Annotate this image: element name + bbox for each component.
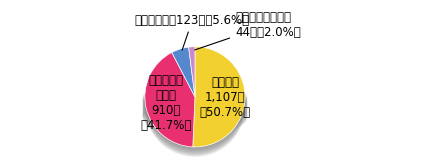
Wedge shape <box>189 57 195 107</box>
Wedge shape <box>145 60 195 154</box>
Wedge shape <box>172 57 195 107</box>
Wedge shape <box>145 58 195 153</box>
Wedge shape <box>145 53 195 148</box>
Wedge shape <box>172 56 195 106</box>
Wedge shape <box>145 57 195 151</box>
Wedge shape <box>193 54 245 154</box>
Text: 路上強盗
1,107件
（50.7%）: 路上強盗 1,107件 （50.7%） <box>200 76 251 119</box>
Wedge shape <box>189 53 195 104</box>
Ellipse shape <box>143 87 247 123</box>
Wedge shape <box>172 52 195 102</box>
Wedge shape <box>145 56 195 150</box>
Wedge shape <box>145 55 195 149</box>
Text: その他自動車強盗
44件（2.0%）: その他自動車強盗 44件（2.0%） <box>195 11 301 50</box>
Wedge shape <box>193 48 245 149</box>
Wedge shape <box>145 57 195 152</box>
Wedge shape <box>172 53 195 103</box>
Wedge shape <box>189 55 195 105</box>
Wedge shape <box>189 48 195 99</box>
Wedge shape <box>145 62 195 156</box>
Ellipse shape <box>143 91 247 127</box>
Wedge shape <box>189 53 195 103</box>
Wedge shape <box>193 52 245 152</box>
Wedge shape <box>172 51 195 101</box>
Wedge shape <box>145 54 195 149</box>
Ellipse shape <box>143 95 247 132</box>
Wedge shape <box>189 48 195 98</box>
Wedge shape <box>172 49 195 99</box>
Wedge shape <box>189 49 195 99</box>
Text: 非侵入強盗
その他
910件
（41.7%）: 非侵入強盗 その他 910件 （41.7%） <box>140 74 191 132</box>
Wedge shape <box>189 56 195 106</box>
Wedge shape <box>189 51 195 101</box>
Wedge shape <box>145 61 195 155</box>
Wedge shape <box>193 47 245 147</box>
Ellipse shape <box>143 94 247 130</box>
Ellipse shape <box>143 99 247 135</box>
Wedge shape <box>172 50 195 99</box>
Wedge shape <box>145 52 195 147</box>
Wedge shape <box>193 53 245 154</box>
Wedge shape <box>172 54 195 104</box>
Ellipse shape <box>143 84 247 120</box>
Wedge shape <box>189 50 195 100</box>
Wedge shape <box>172 47 195 97</box>
Wedge shape <box>172 48 195 98</box>
Wedge shape <box>193 49 245 149</box>
Wedge shape <box>189 47 195 97</box>
Ellipse shape <box>143 86 247 122</box>
Text: タクシー強盗123件（5.6%）: タクシー強盗123件（5.6%） <box>135 14 250 50</box>
Wedge shape <box>193 53 245 153</box>
Ellipse shape <box>143 89 247 125</box>
Wedge shape <box>193 48 245 148</box>
Wedge shape <box>145 59 195 154</box>
Wedge shape <box>172 55 195 104</box>
Wedge shape <box>193 50 245 150</box>
Wedge shape <box>172 50 195 100</box>
Wedge shape <box>193 56 245 156</box>
Wedge shape <box>189 52 195 102</box>
Ellipse shape <box>143 82 247 118</box>
Ellipse shape <box>143 97 247 133</box>
Wedge shape <box>189 54 195 104</box>
Wedge shape <box>193 51 245 151</box>
Wedge shape <box>172 55 195 105</box>
Wedge shape <box>193 55 245 155</box>
Ellipse shape <box>143 92 247 128</box>
Wedge shape <box>193 57 245 157</box>
Ellipse shape <box>143 80 247 117</box>
Wedge shape <box>145 62 195 157</box>
